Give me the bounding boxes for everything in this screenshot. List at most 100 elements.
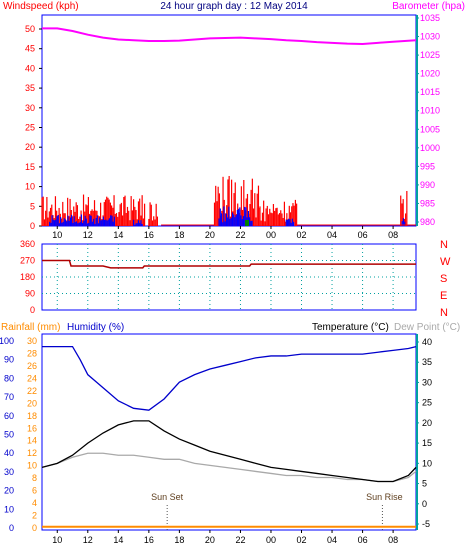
temp-tick-label: 15 <box>422 438 432 448</box>
x-tick-label: 12 <box>83 535 93 545</box>
barometer-axis-title: Barometer (hpa) <box>392 1 465 12</box>
sunset-label: Sun Set <box>151 492 184 502</box>
x-tick-label: 12 <box>83 230 93 240</box>
baro-tick-label: 1030 <box>420 32 440 42</box>
rain-tick-label: 0 <box>32 523 37 533</box>
humidity-line <box>42 345 417 411</box>
baro-tick-label: 995 <box>420 161 435 171</box>
compass-label: N <box>440 239 448 251</box>
rain-tick-label: 6 <box>32 486 37 496</box>
dewpoint-axis-title: Dew Point (°C) <box>394 322 460 333</box>
sunrise-label: Sun Rise <box>366 492 403 502</box>
x-tick-label: 16 <box>144 230 154 240</box>
humidity-tick-label: 0 <box>9 523 14 533</box>
direction-tick-label: 90 <box>25 289 35 299</box>
temp-tick-label: 25 <box>422 398 432 408</box>
x-tick-label: 04 <box>327 230 337 240</box>
windspeed-axis-title: Windspeed (kph) <box>3 1 79 12</box>
x-tick-label: 18 <box>174 535 184 545</box>
humidity-tick-label: 40 <box>4 448 14 458</box>
humidity-tick-label: 10 <box>4 504 14 514</box>
x-tick-label: 20 <box>205 535 215 545</box>
humidity-tick-label: 100 <box>0 336 14 346</box>
baro-tick-label: 990 <box>420 180 435 190</box>
dewpoint-line <box>41 452 417 483</box>
x-tick-label: 06 <box>358 230 368 240</box>
rain-tick-label: 22 <box>27 386 37 396</box>
baro-tick-label: 1015 <box>420 87 440 97</box>
temp-tick-label: 10 <box>422 458 432 468</box>
compass-label: S <box>440 273 447 285</box>
wind-tick-label: 15 <box>25 162 35 172</box>
wind-tick-label: 10 <box>25 182 35 192</box>
humidity-tick-label: 70 <box>4 392 14 402</box>
temp-tick-label: -5 <box>422 519 430 529</box>
wind-tick-label: 30 <box>25 103 35 113</box>
direction-tick-label: 0 <box>30 305 35 315</box>
direction-tick-label: 270 <box>20 256 35 266</box>
x-tick-label: 00 <box>266 230 276 240</box>
rain-tick-label: 2 <box>32 511 37 521</box>
rain-tick-label: 30 <box>27 336 37 346</box>
chart-title: 24 hour graph day : 12 May 2014 <box>160 1 308 12</box>
humidity-tick-label: 60 <box>4 411 14 421</box>
rain-tick-label: 14 <box>27 436 37 446</box>
x-tick-label: 14 <box>113 230 123 240</box>
temp-tick-label: 35 <box>422 357 432 367</box>
rainfall-axis-title: Rainfall (mm) <box>1 322 60 333</box>
x-tick-label: 08 <box>388 535 398 545</box>
temp-tick-label: 40 <box>422 337 432 347</box>
x-tick-label: 04 <box>327 535 337 545</box>
rain-tick-label: 24 <box>27 373 37 383</box>
rain-tick-label: 8 <box>32 473 37 483</box>
wind-tick-label: 45 <box>25 44 35 54</box>
x-tick-label: 00 <box>266 535 276 545</box>
rain-tick-label: 10 <box>27 461 37 471</box>
compass-label: N <box>440 307 448 319</box>
baro-tick-label: 980 <box>420 217 435 227</box>
temp-tick-label: 30 <box>422 377 432 387</box>
rain-tick-label: 4 <box>32 498 37 508</box>
panel3-frame <box>41 333 417 531</box>
baro-tick-label: 1010 <box>420 106 440 116</box>
baro-tick-label: 1035 <box>420 13 440 23</box>
x-tick-label: 22 <box>235 535 245 545</box>
green-marker <box>245 220 250 226</box>
baro-tick-label: 1025 <box>420 50 440 60</box>
rain-tick-label: 18 <box>27 411 37 421</box>
humidity-tick-label: 90 <box>4 355 14 365</box>
rain-tick-label: 16 <box>27 423 37 433</box>
wind-tick-label: 35 <box>25 83 35 93</box>
x-tick-label: 02 <box>297 535 307 545</box>
x-tick-label: 22 <box>235 230 245 240</box>
baro-tick-label: 985 <box>420 198 435 208</box>
rain-tick-label: 12 <box>27 448 37 458</box>
humidity-tick-label: 30 <box>4 467 14 477</box>
direction-tick-label: 360 <box>20 239 35 249</box>
direction-tick-label: 180 <box>20 272 35 282</box>
rain-tick-label: 26 <box>27 361 37 371</box>
wind-tick-label: 5 <box>30 201 35 211</box>
temperature-axis-title: Temperature (°C) <box>312 322 389 333</box>
wind-tick-label: 50 <box>25 24 35 34</box>
temp-tick-label: 5 <box>422 479 427 489</box>
wind-tick-label: 25 <box>25 123 35 133</box>
x-tick-label: 08 <box>388 230 398 240</box>
humidity-tick-label: 50 <box>4 430 14 440</box>
baro-tick-label: 1005 <box>420 124 440 134</box>
temp-tick-label: 20 <box>422 418 432 428</box>
x-tick-label: 18 <box>174 230 184 240</box>
x-tick-label: 06 <box>358 535 368 545</box>
direction-line <box>42 259 416 269</box>
x-tick-label: 02 <box>297 230 307 240</box>
baro-tick-label: 1020 <box>420 69 440 79</box>
x-tick-label: 10 <box>52 230 62 240</box>
x-tick-label: 20 <box>205 230 215 240</box>
rain-tick-label: 28 <box>27 348 37 358</box>
temp-tick-label: 0 <box>422 499 427 509</box>
baro-tick-label: 1000 <box>420 143 440 153</box>
humidity-axis-title: Humidity (%) <box>67 322 124 333</box>
wind-tick-label: 0 <box>30 221 35 231</box>
humidity-tick-label: 20 <box>4 486 14 496</box>
